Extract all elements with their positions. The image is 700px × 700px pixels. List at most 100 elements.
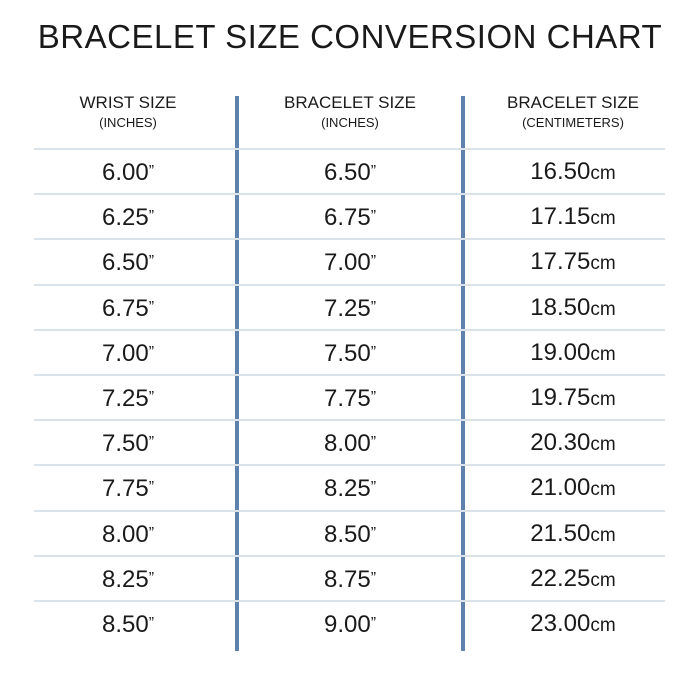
unit-suffix: cm (590, 298, 616, 320)
cell-value: 8.25 (101, 565, 149, 593)
unit-suffix: ” (370, 208, 377, 226)
unit-suffix: ” (148, 569, 155, 587)
row-divider (34, 509, 665, 512)
cell-value: 20.30 (530, 429, 591, 457)
unit-suffix: ” (148, 615, 155, 632)
row-divider (34, 419, 665, 422)
unit-suffix: ” (370, 524, 377, 542)
header-wrist: WRIST SIZE (INCHES) (28, 92, 228, 132)
bracelet-inches-cell: 7.00” (250, 239, 450, 285)
unit-suffix: cm (590, 208, 616, 230)
cell-value: 7.75 (323, 385, 371, 412)
cell-value: 7.00 (101, 339, 149, 367)
bracelet-cm-cell: 17.15cm (473, 194, 673, 241)
wrist-size-cell: 6.00” (28, 149, 228, 195)
unit-suffix: ” (148, 524, 155, 542)
table-row: 8.00” 8.50” 21.50cm (0, 511, 700, 556)
unit-suffix: cm (590, 569, 616, 591)
cell-value: 7.00 (323, 249, 371, 277)
unit-suffix: ” (370, 434, 377, 452)
unit-suffix: ” (148, 343, 155, 361)
unit-suffix: ” (370, 569, 377, 587)
wrist-size-cell: 7.25” (28, 375, 228, 421)
column-divider (235, 96, 239, 651)
cell-value: 8.00 (101, 520, 149, 548)
bracelet-cm-cell: 19.75cm (473, 375, 673, 422)
wrist-size-cell: 7.75” (28, 465, 228, 511)
table-row: 6.50” 7.00” 17.75cm (0, 239, 700, 284)
bracelet-inches-cell: 8.50” (250, 511, 450, 557)
unit-suffix: ” (148, 479, 155, 497)
cell-value: 17.75 (530, 248, 591, 276)
row-divider (34, 374, 665, 376)
unit-suffix: ” (148, 163, 155, 180)
header-bracelet-inches: BRACELET SIZE (INCHES) (250, 92, 450, 132)
table-row: 8.50” 9.00” 23.00cm (0, 601, 700, 646)
unit-suffix: ” (370, 615, 377, 632)
cell-value: 7.25 (101, 385, 149, 412)
chart-title: BRACELET SIZE CONVERSION CHART (37, 18, 663, 55)
cell-value: 23.00 (530, 610, 591, 637)
cell-value: 18.50 (530, 293, 591, 321)
cell-value: 6.75 (101, 294, 149, 322)
cell-value: 8.50 (101, 611, 149, 638)
column-divider (461, 96, 465, 651)
header-unit: (INCHES) (99, 115, 157, 130)
bracelet-inches-cell: 8.25” (250, 465, 450, 511)
cell-value: 21.50 (530, 519, 591, 547)
wrist-size-cell: 8.00” (28, 511, 228, 557)
cell-value: 6.50 (323, 159, 371, 186)
unit-suffix: ” (148, 389, 155, 406)
row-divider (34, 148, 665, 150)
header-label: WRIST SIZE (79, 93, 177, 112)
row-divider (34, 283, 665, 286)
unit-suffix: cm (590, 434, 616, 456)
cell-value: 19.75 (530, 384, 591, 411)
wrist-size-cell: 7.50” (28, 420, 228, 466)
cell-value: 16.50 (530, 158, 591, 185)
bracelet-inches-cell: 7.50” (250, 330, 450, 376)
cell-value: 8.25 (323, 475, 371, 503)
unit-suffix: cm (590, 479, 616, 501)
unit-suffix: ” (370, 163, 377, 180)
unit-suffix: ” (148, 253, 155, 271)
cell-value: 7.75 (101, 475, 149, 503)
row-divider (34, 464, 665, 467)
unit-suffix: ” (148, 298, 155, 316)
bracelet-cm-cell: 16.50cm (473, 149, 673, 196)
unit-suffix: ” (370, 479, 377, 497)
row-divider (34, 193, 665, 196)
unit-suffix: cm (590, 253, 616, 275)
unit-suffix: ” (370, 389, 377, 406)
bracelet-cm-cell: 22.25cm (473, 556, 673, 603)
table-row: 7.50” 8.00” 20.30cm (0, 420, 700, 465)
cell-value: 8.50 (323, 520, 371, 548)
bracelet-cm-cell: 21.50cm (473, 511, 673, 558)
table-row: 8.25” 8.75” 22.25cm (0, 556, 700, 601)
unit-suffix: cm (590, 524, 616, 546)
bracelet-cm-cell: 17.75cm (473, 239, 673, 286)
bracelet-inches-cell: 6.50” (250, 149, 450, 195)
bracelet-inches-cell: 8.00” (250, 420, 450, 466)
unit-suffix: cm (590, 343, 616, 365)
row-divider (34, 554, 665, 557)
wrist-size-cell: 6.50” (28, 239, 228, 285)
bracelet-inches-cell: 8.75” (250, 556, 450, 602)
cell-value: 6.75 (323, 204, 371, 232)
unit-suffix: cm (590, 389, 616, 410)
table-row: 7.00” 7.50” 19.00cm (0, 330, 700, 375)
cell-value: 8.75 (323, 565, 371, 593)
bracelet-inches-cell: 7.25” (250, 285, 450, 331)
table-row: 7.75” 8.25” 21.00cm (0, 465, 700, 510)
cell-value: 21.00 (530, 474, 591, 502)
bracelet-cm-cell: 23.00cm (473, 601, 673, 648)
cell-value: 22.25 (530, 564, 591, 592)
wrist-size-cell: 6.25” (28, 194, 228, 240)
cell-value: 6.00 (101, 159, 149, 186)
bracelet-cm-cell: 20.30cm (473, 420, 673, 467)
table-row: 6.25” 6.75” 17.15cm (0, 194, 700, 239)
cell-value: 7.25 (323, 294, 371, 322)
table-row: 7.25” 7.75” 19.75cm (0, 375, 700, 420)
bracelet-inches-cell: 6.75” (250, 194, 450, 240)
cell-value: 19.00 (530, 338, 591, 366)
